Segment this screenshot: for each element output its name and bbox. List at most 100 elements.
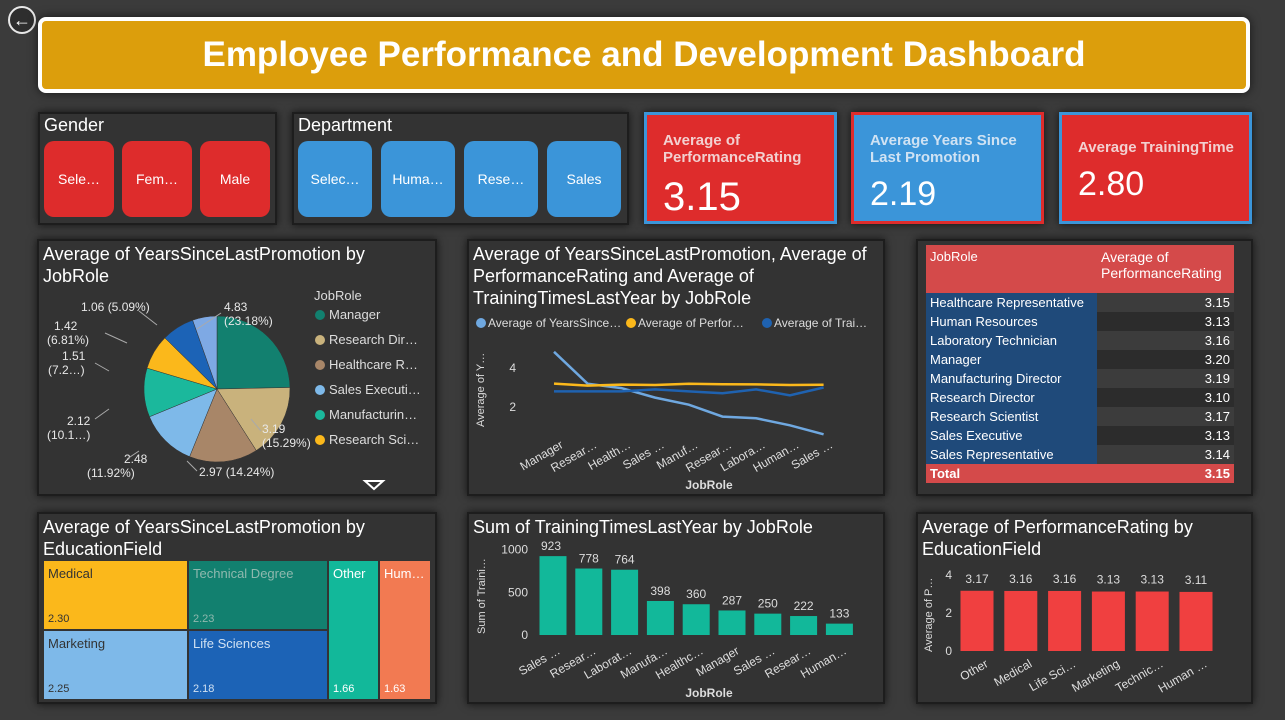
treemap-cell-technical-value: 2.23 — [193, 613, 215, 625]
perf-edu-bar-4[interactable] — [1135, 591, 1169, 651]
table-cell-jobrole: Research Scientist — [926, 407, 1097, 426]
kpi-training-label: Average TrainingTime — [1078, 139, 1234, 156]
pie-legend-item-5: Research Sci… — [329, 432, 419, 447]
table-total-value: 3.15 — [1097, 464, 1234, 483]
line-series-1[interactable] — [553, 382, 824, 387]
perf-edu-bar-5[interactable] — [1179, 591, 1213, 651]
training-bar-label-4: 360 — [686, 587, 706, 601]
table-cell-rating: 3.14 — [1097, 445, 1234, 464]
table-row[interactable]: Laboratory Technician 3.16 — [926, 331, 1234, 350]
table-row[interactable]: Research Director 3.10 — [926, 388, 1234, 407]
back-button[interactable]: ← — [8, 6, 36, 34]
pie-legend-marker-2 — [315, 360, 325, 370]
training-bar-title: Sum of TrainingTimesLastYear by JobRole — [473, 517, 813, 537]
treemap-cell-other[interactable]: Other 1.66 — [328, 560, 379, 700]
perf-edu-bar-0[interactable] — [960, 590, 994, 651]
training-bar-0[interactable] — [539, 556, 567, 635]
gender-male-button[interactable]: Male — [200, 141, 270, 217]
line-y-tick-4: 4 — [509, 361, 516, 375]
treemap-cell-medical-value: 2.30 — [48, 613, 70, 625]
pie-slice-2[interactable] — [189, 388, 257, 463]
perf-edu-panel: Average of PerformanceRating by Educatio… — [916, 512, 1253, 704]
perf-edu-bar-label-1: 3.16 — [1009, 572, 1033, 586]
gender-female-button[interactable]: Fem… — [122, 141, 192, 217]
pie-chart-panel: Average of YearsSinceLastPromotion by Jo… — [37, 239, 437, 496]
table-cell-jobrole: Manufacturing Director — [926, 369, 1097, 388]
perf-edu-x-tick-3: Marketing — [1069, 656, 1122, 694]
table-row[interactable]: Manager 3.20 — [926, 350, 1234, 369]
pie-label-3-19: 3.19 — [262, 422, 286, 436]
training-bar-5[interactable] — [718, 610, 746, 635]
table-cell-rating: 3.20 — [1097, 350, 1234, 369]
treemap-cell-medical-name: Medical — [48, 566, 93, 581]
training-bar-1[interactable] — [575, 568, 603, 635]
perf-edu-bar-label-3: 3.13 — [1097, 573, 1121, 587]
pie-label-1-51-pct: (7.2…) — [48, 363, 85, 377]
treemap-cell-human-value: 1.63 — [384, 683, 406, 695]
pie-chart-svg: 4.83 (23.18%) 3.19 (15.29%) 2.97 (14.24%… — [47, 288, 421, 491]
training-bar-6[interactable] — [754, 613, 782, 635]
perf-edu-bar-2[interactable] — [1048, 590, 1082, 651]
table-row[interactable]: Sales Executive 3.13 — [926, 426, 1234, 445]
pie-slice-1[interactable] — [216, 387, 291, 451]
line-legend-marker-years — [476, 318, 486, 328]
kpi-card-promotion: Average Years Since Last Promotion 2.19 — [851, 112, 1044, 224]
table-row[interactable]: Human Resources 3.13 — [926, 312, 1234, 331]
department-sales-button[interactable]: Sales — [547, 141, 621, 217]
table-row[interactable]: Research Scientist 3.17 — [926, 407, 1234, 426]
line-series-2[interactable] — [554, 386, 824, 397]
chevron-down-icon[interactable] — [362, 480, 386, 491]
line-chart-panel: Average of YearsSinceLastPromotion, Aver… — [467, 239, 885, 496]
treemap-cell-human-name: Hum… — [384, 566, 425, 581]
pie-label-2-48-pct: (11.92%) — [87, 466, 135, 480]
pie-slice-0[interactable] — [216, 315, 291, 390]
perf-edu-bar-1[interactable] — [1004, 590, 1038, 651]
line-legend-train: Average of Trai… — [774, 316, 867, 330]
perf-edu-y-axis-label: Average of P… — [923, 578, 935, 652]
treemap-cell-marketing-name: Marketing — [48, 636, 106, 651]
pie-label-3-19-pct: (15.29%) — [262, 436, 311, 450]
treemap-cell-other-value: 1.66 — [333, 683, 355, 695]
training-bar-3[interactable] — [646, 600, 674, 635]
kpi-performance-label: Average of PerformanceRating — [663, 132, 802, 166]
perf-edu-title: Average of PerformanceRating by Educatio… — [922, 517, 1193, 559]
pie-label-2-48: 2.48 — [124, 452, 148, 466]
page-title: Employee Performance and Development Das… — [202, 35, 1086, 74]
department-research-button[interactable]: Rese… — [464, 141, 538, 217]
kpi-promotion-value: 2.19 — [870, 175, 937, 213]
treemap-cell-lifesciences[interactable]: Life Sciences 2.18 — [188, 630, 328, 700]
perf-edu-bar-label-0: 3.17 — [965, 572, 989, 586]
training-y-tick-0: 0 — [521, 628, 528, 642]
table-row[interactable]: Manufacturing Director 3.19 — [926, 369, 1234, 388]
pie-legend-item-4: Manufacturin… — [329, 407, 417, 422]
training-bar-2[interactable] — [611, 569, 639, 635]
training-bar-4[interactable] — [682, 604, 710, 635]
perf-edu-x-tick-4: Technic… — [1113, 656, 1166, 694]
table-cell-jobrole: Sales Representative — [926, 445, 1097, 464]
treemap-cell-medical[interactable]: Medical 2.30 — [43, 560, 188, 630]
line-y-axis-label: Average of Y… — [475, 353, 487, 427]
line-x-axis-label: JobRole — [685, 478, 733, 492]
pie-legend-item-0: Manager — [329, 307, 381, 322]
gender-select-all-button[interactable]: Sele… — [44, 141, 114, 217]
department-hr-button[interactable]: Huma… — [381, 141, 455, 217]
treemap-cell-marketing[interactable]: Marketing 2.25 — [43, 630, 188, 700]
perf-edu-bar-3[interactable] — [1091, 591, 1125, 651]
line-legend-perf: Average of Perfor… — [638, 316, 744, 330]
training-y-tick-1: 500 — [508, 585, 528, 599]
table-row[interactable]: Healthcare Representative 3.15 — [926, 293, 1234, 312]
treemap-cell-technical[interactable]: Technical Degree 2.23 — [188, 560, 328, 630]
training-x-axis-label: JobRole — [685, 686, 733, 700]
training-bar-label-8: 133 — [829, 607, 849, 621]
pie-legend-marker-5 — [315, 435, 325, 445]
perf-edu-y-tick-0: 0 — [945, 644, 952, 658]
department-select-all-button[interactable]: Selec… — [298, 141, 372, 217]
pie-label-2-12: 2.12 — [67, 414, 91, 428]
treemap-cell-human[interactable]: Hum… 1.63 — [379, 560, 431, 700]
pie-slice-3[interactable] — [149, 388, 218, 457]
training-bar-7[interactable] — [790, 616, 818, 635]
line-chart-svg: Average of YearsSince… Average of Perfor… — [475, 316, 867, 492]
training-bar-8[interactable] — [825, 623, 853, 635]
table-row[interactable]: Sales Representative 3.14 — [926, 445, 1234, 464]
